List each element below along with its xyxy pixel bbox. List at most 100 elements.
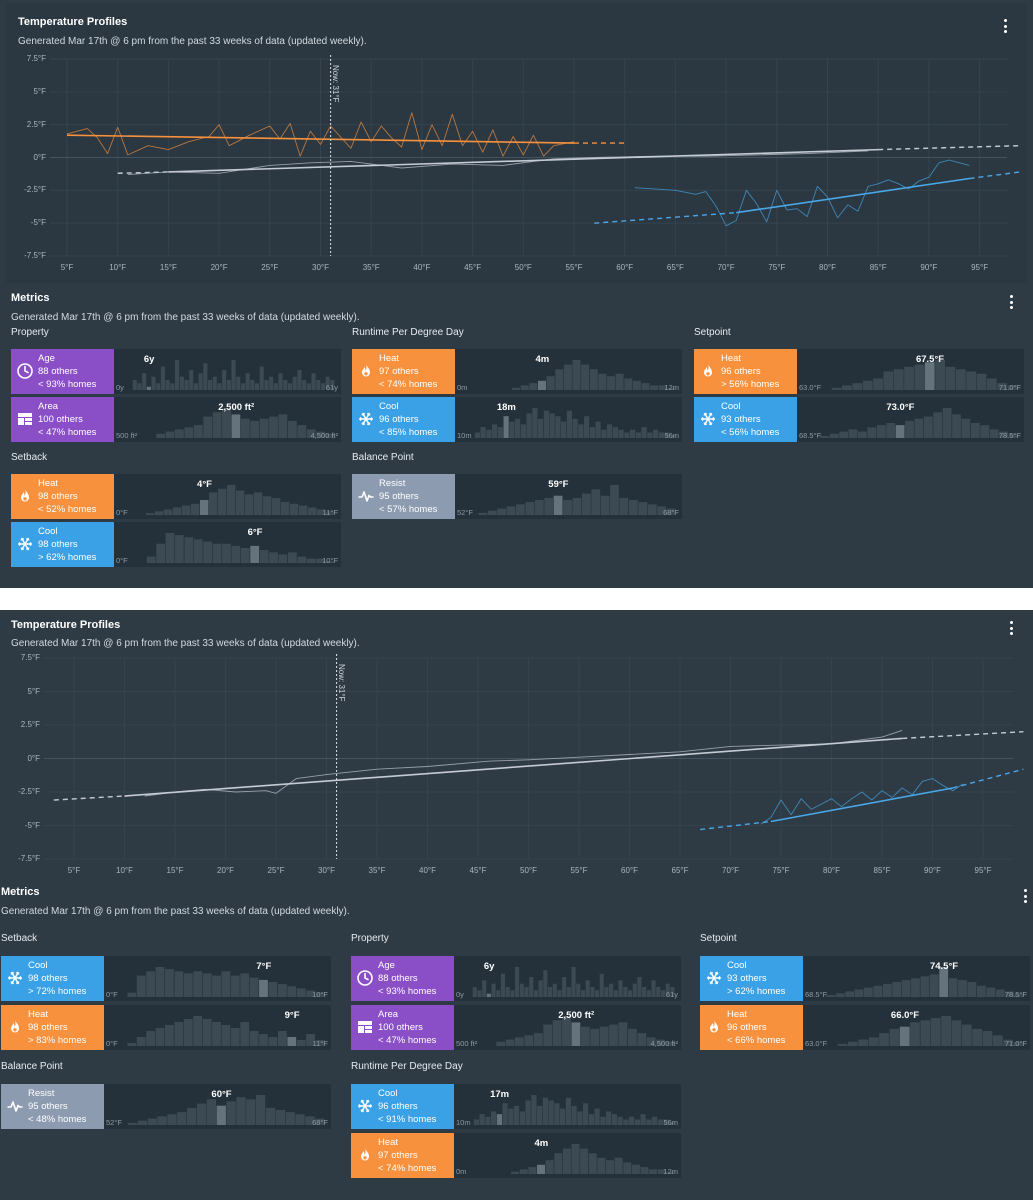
metric-others-count: 88 others [378, 973, 418, 984]
x-tick-label: 40°F [419, 866, 436, 875]
metric-row-heat-heat[interactable]: Heat 96 others > 56% homes 63.0°F 71.0°F 67.5… [694, 349, 1024, 394]
histogram-bar [637, 977, 642, 997]
metric-row-property-area[interactable]: Area 100 others < 47% homes 500 ft² 4,500 ft… [11, 396, 341, 442]
histogram-bar [288, 420, 297, 438]
metric-others-count: 96 others [721, 366, 761, 377]
histogram-bar [503, 415, 509, 438]
histogram-bar [923, 416, 933, 438]
histogram-bar [164, 509, 173, 515]
metric-row-cool-cool[interactable]: Cool 96 others < 85% homes 10m 56m 18m [352, 396, 682, 442]
metric-row-cool-cool[interactable]: Cool 98 others > 72% homes 0°F 10°F 7°F [1, 956, 331, 1001]
histogram-bar [600, 495, 610, 515]
metric-histogram: 500 ft² 4,500 ft² 2,500 ft² [114, 396, 341, 442]
metric-rank: < 47% homes [38, 426, 97, 438]
bottom-panel: Temperature Profiles Generated Mar 17th … [0, 610, 1033, 1200]
histogram-bar [212, 376, 217, 390]
histogram-bar [193, 538, 203, 563]
metric-row-cool-cool[interactable]: Cool 93 others > 62% homes 68.5°F 78.5°F 74.5… [700, 956, 1030, 1001]
profile-menu-button[interactable] [1006, 621, 1016, 635]
histogram-bar [948, 978, 958, 998]
histogram-bar [316, 380, 321, 390]
histogram-bar [646, 990, 651, 997]
metric-row-property-age[interactable]: Age 88 others < 93% homes 0y 61y 6y [351, 956, 681, 1001]
metric-row-heat-heat[interactable]: Heat 97 others < 74% homes 0m 12m 4m [352, 349, 682, 394]
metric-group-title: Setpoint [694, 327, 731, 338]
flame-icon [16, 487, 34, 505]
metric-row-heat-heat[interactable]: Heat 97 others < 74% homes 0m 12m 4m [351, 1132, 681, 1178]
histogram-bar [183, 973, 193, 997]
histogram-bar [326, 511, 335, 516]
histogram-bar [273, 383, 278, 390]
resist-extrapolation-start [53, 795, 125, 801]
histogram-bar [656, 1039, 665, 1046]
histogram-bar [537, 1105, 543, 1125]
histogram-bar [287, 986, 297, 997]
metric-label: Cool 96 others < 91% homes [351, 1084, 454, 1129]
top-panel: Temperature Profiles Generated Mar 17th … [0, 0, 1033, 588]
metric-row-resist-resist[interactable]: Resist 95 others < 57% homes 52°F 68°F 59°F [352, 474, 682, 519]
histogram-bar [665, 1041, 675, 1046]
metric-row-property-area[interactable]: Area 100 others < 47% homes 500 ft² 4,500 ft… [351, 1004, 681, 1050]
histogram-bar [664, 432, 670, 438]
metric-row-heat-heat[interactable]: Heat 96 others < 66% homes 63.0°F 71.0°F 66.0… [700, 1004, 1030, 1050]
resist-fit-line [168, 148, 879, 173]
y-tick-label: 0°F [27, 753, 40, 763]
histogram-bar [200, 500, 209, 515]
cool-extrapolation-start [594, 211, 737, 224]
x-tick-label: 25°F [267, 866, 285, 875]
histogram-bar [623, 1119, 629, 1125]
metric-rank: < 56% homes [721, 426, 780, 438]
histogram-bar [146, 556, 156, 563]
histogram-bar [930, 1017, 941, 1046]
histogram-bar [167, 1114, 177, 1125]
metric-row-resist-resist[interactable]: Resist 95 others < 48% homes 52°F 68°F 60°F [1, 1084, 331, 1129]
histogram-bar [562, 1148, 571, 1174]
histogram-bar [905, 420, 914, 438]
metric-row-property-age[interactable]: Age 88 others < 93% homes 0y 61y 6y [11, 349, 341, 394]
histogram-bar [557, 990, 562, 997]
metric-row-cool-cool[interactable]: Cool 93 others < 56% homes 68.5°F 78.5°F 73.0… [694, 396, 1024, 442]
y-tick-label: -5°F [24, 820, 40, 830]
histogram-bar [497, 508, 506, 515]
x-tick-label: 35°F [362, 263, 380, 272]
histogram-bar [240, 1021, 250, 1046]
histogram-bar [595, 990, 600, 997]
histogram-bar [508, 1108, 514, 1125]
metric-group-title: Setpoint [700, 933, 737, 944]
histogram-bar [482, 980, 487, 997]
histogram-bar [1007, 385, 1018, 390]
histogram-bar [137, 1120, 147, 1125]
metric-value: 6°F [247, 526, 263, 538]
histogram-min-label: 52°F [457, 508, 473, 517]
metric-row-heat-heat[interactable]: Heat 98 others > 83% homes 0°F 11°F 9°F [1, 1004, 331, 1050]
x-tick-label: 15°F [159, 263, 177, 272]
histogram-bar [278, 373, 283, 390]
histogram-bar [873, 985, 883, 998]
profile-menu-button[interactable] [1000, 19, 1010, 33]
histogram-bar [218, 488, 227, 516]
histogram-bar [226, 1101, 236, 1125]
histogram-bar [1005, 991, 1014, 997]
histogram-bar [231, 413, 241, 438]
histogram-bar [157, 1116, 167, 1125]
metric-rank: > 72% homes [28, 986, 87, 997]
metric-label: Cool 96 others < 85% homes [352, 396, 455, 442]
metric-row-cool-cool[interactable]: Cool 96 others < 91% homes 10m 56m 17m [351, 1084, 681, 1129]
histogram-min-label: 0m [457, 383, 468, 392]
metric-row-cool-cool[interactable]: Cool 98 others > 62% homes 0°F 10°F 6°F [11, 521, 341, 567]
metrics-menu-button[interactable] [1020, 889, 1030, 903]
histogram-bar [316, 431, 325, 438]
metric-row-heat-heat[interactable]: Heat 98 others < 52% homes 0°F 11°F 4°F [11, 474, 341, 519]
histogram-bar [174, 1021, 184, 1046]
histogram-bar [590, 1028, 600, 1046]
histogram-bar [982, 1030, 993, 1046]
histogram-bar [554, 1103, 560, 1125]
histogram-bar [320, 383, 325, 390]
histogram-bar [208, 380, 213, 390]
metrics-menu-button[interactable] [1006, 295, 1016, 309]
histogram-bar [236, 1097, 246, 1125]
histogram-bar [519, 1111, 525, 1125]
histogram-bar [193, 383, 198, 390]
metric-value: 59°F [548, 479, 569, 490]
x-tick-label: 10°F [109, 263, 127, 272]
